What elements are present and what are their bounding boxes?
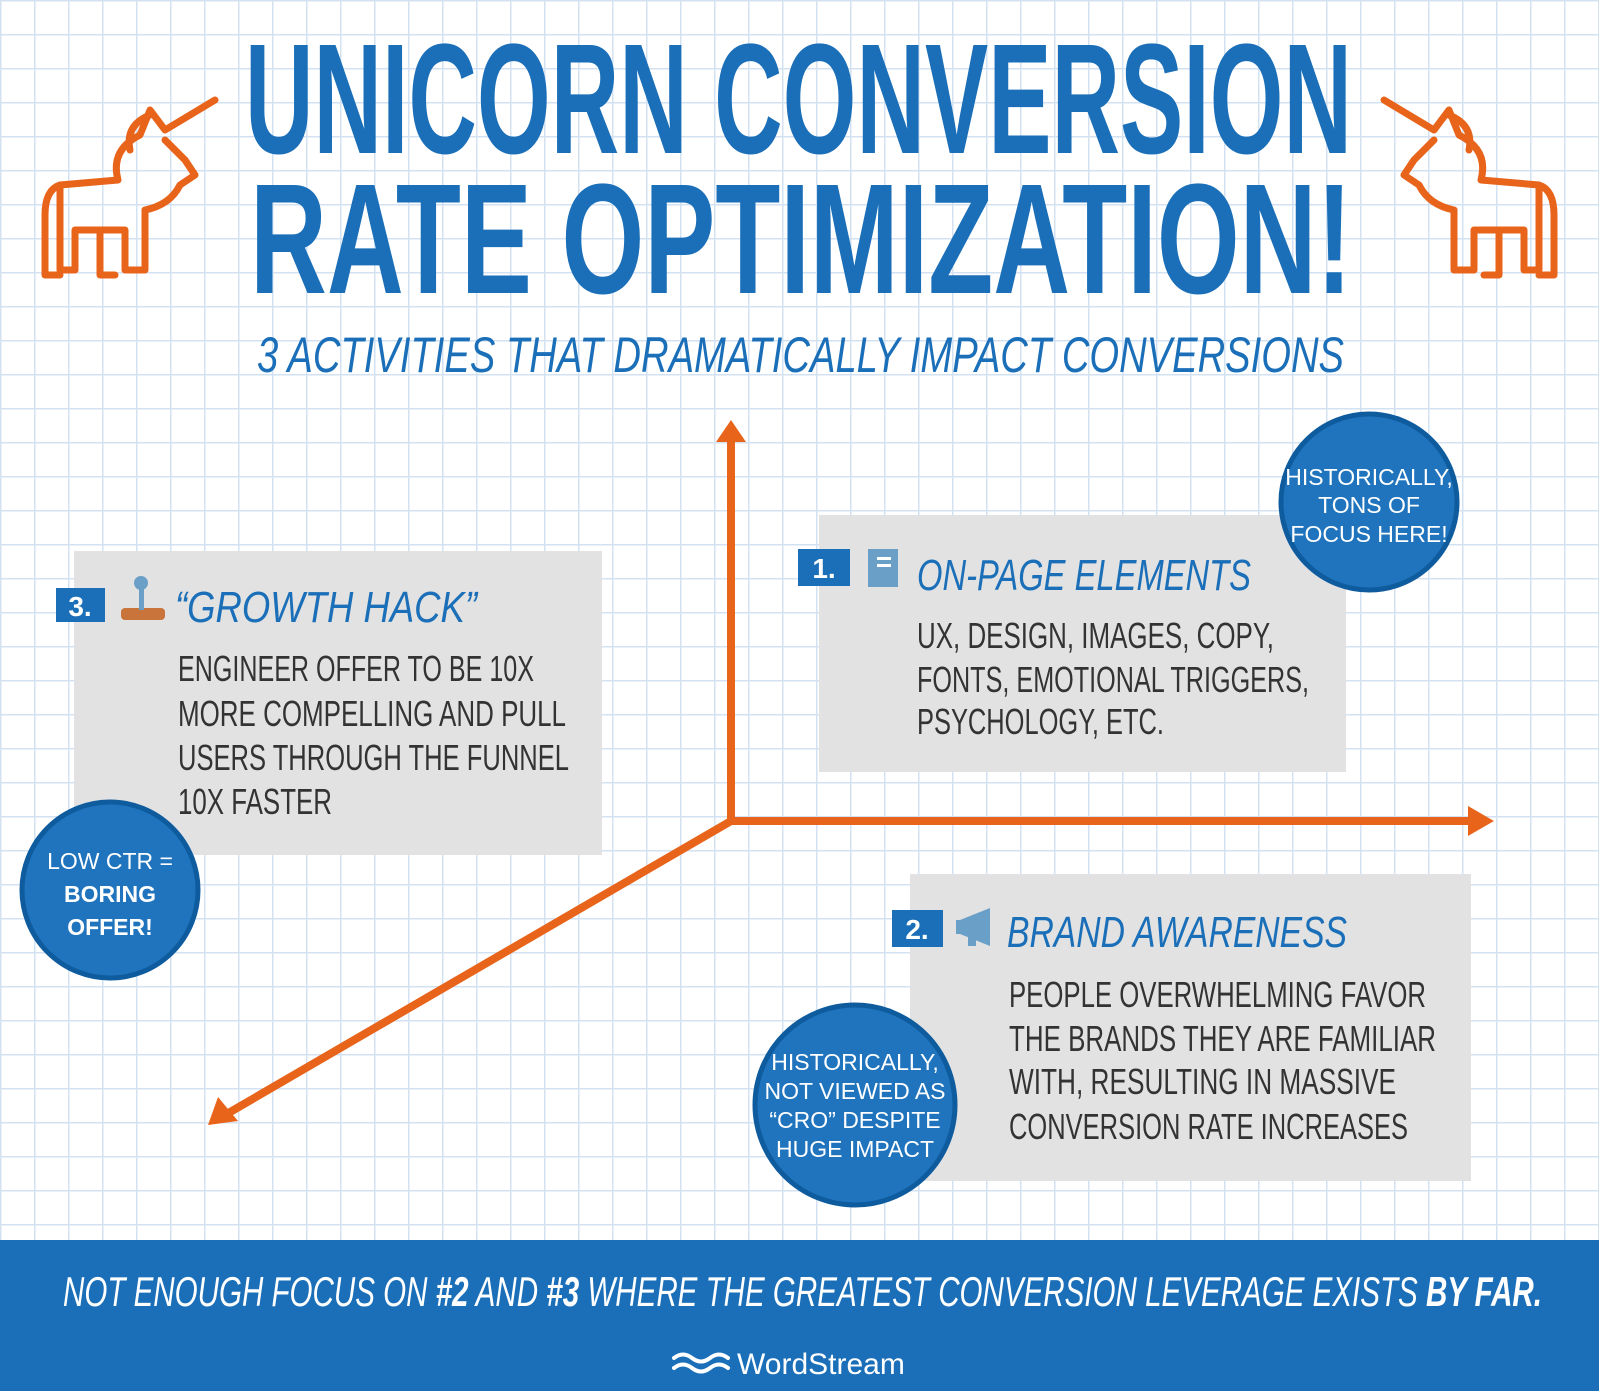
footer-part: NOT ENOUGH FOCUS ON [63,1268,436,1315]
callout-line: FOCUS HERE! [1290,521,1447,547]
card-body-line: CONVERSION RATE INCREASES [1009,1106,1408,1147]
footer-part: #3 [546,1268,579,1315]
callout-circle [1278,411,1460,593]
callout-circle [752,1002,958,1208]
callout-circle [19,799,201,981]
title-line: RATE OPTIMIZATION! [250,152,1352,327]
card [74,551,602,855]
card-body-line: PSYCHOLOGY, ETC. [917,701,1164,742]
card [819,515,1346,772]
callout-line: NOT VIEWED AS [764,1078,945,1104]
callout-line: HISTORICALLY, [771,1049,938,1075]
callout-line: HUGE IMPACT [776,1136,934,1162]
card-body-line: PEOPLE OVERWHELMING FAVOR [1009,974,1426,1015]
footer-part: BY FAR [1426,1268,1534,1315]
card-body-line: THE BRANDS THEY ARE FAMILIAR [1009,1018,1436,1059]
icon-document [868,549,898,587]
callout-line: OFFER! [67,914,153,940]
callout-line: LOW CTR = [47,848,173,874]
axes [208,420,1494,1125]
callout-line: BORING [64,881,156,907]
card-title: ON-PAGE ELEMENTS [917,551,1251,600]
number-badge [892,910,943,947]
title-line: UNICORN CONVERSION [245,12,1352,187]
card-body-line: USERS THROUGH THE FUNNEL [178,737,569,778]
callout-line: TONS OF [1318,492,1420,518]
brand-name: WordStream [737,1348,905,1381]
callout-line: “CRO” DESPITE [769,1107,940,1133]
card [910,874,1471,1181]
card-body-line: MORE COMPELLING AND PULL [178,693,566,734]
footer-part: #2 [436,1268,469,1315]
card-body-line: WITH, RESULTING IN MASSIVE [1009,1061,1396,1102]
number-badge [56,588,105,622]
number-badge [798,549,850,586]
subtitle: 3 ACTIVITIES THAT DRAMATICALLY IMPACT CO… [257,327,1344,383]
card-body-line: UX, DESIGN, IMAGES, COPY, [917,615,1274,656]
footer-text: NOT ENOUGH FOCUS ON #2 AND #3 WHERE THE … [63,1268,1542,1315]
footer-part: . [1534,1268,1542,1315]
card-number: 2. [905,914,928,945]
icon-megaphone [956,908,990,946]
card-title: BRAND AWARENESS [1007,908,1347,957]
unicorn-right [1380,96,1558,279]
card-number: 1. [812,553,835,584]
card-number: 3. [68,591,91,622]
callout-line: HISTORICALLY, [1285,464,1452,490]
card-body-line: FONTS, EMOTIONAL TRIGGERS, [917,659,1309,700]
unicorn-left [41,96,219,279]
card-title: “GROWTH HACK” [175,583,479,632]
card-body-line: 10X FASTER [178,781,332,822]
icon-joystick [121,576,165,620]
footer-bar [0,1240,1599,1391]
footer-part: AND [469,1268,547,1315]
card-body-line: ENGINEER OFFER TO BE 10X [178,648,534,689]
footer-part: WHERE THE GREATEST CONVERSION LEVERAGE E… [579,1268,1426,1315]
brand-logo [672,1352,730,1374]
